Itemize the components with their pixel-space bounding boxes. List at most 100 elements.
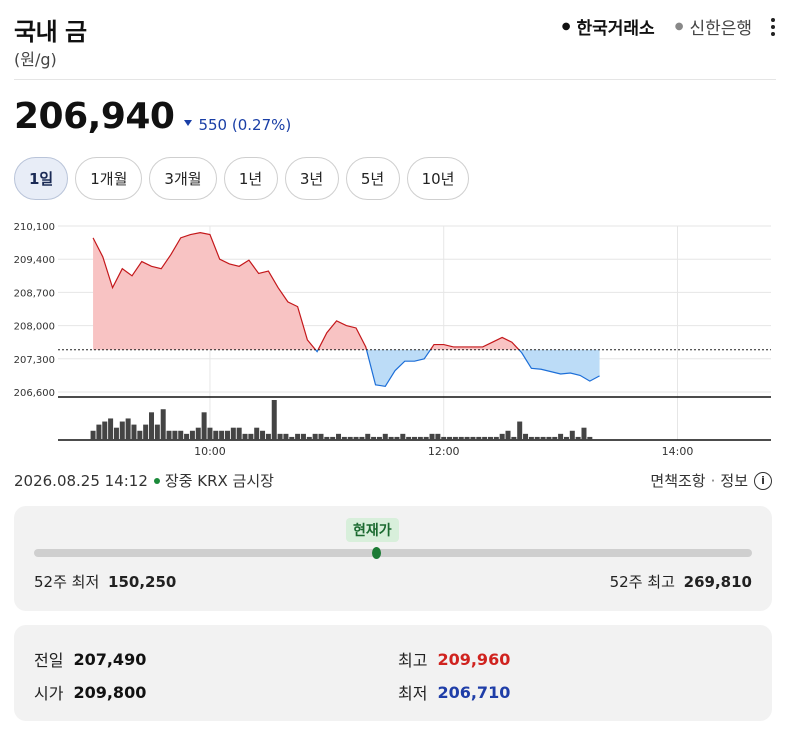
volume-bar: [558, 433, 564, 440]
52-week-low-value: 150,250: [108, 573, 177, 591]
more-vertical-icon[interactable]: [770, 17, 776, 36]
volume-bar: [412, 436, 417, 440]
volume-bar: [546, 436, 552, 440]
price-chart[interactable]: 210,100 209,400 208,700 208,000 207,300 206,6…: [0, 212, 789, 466]
volume-bar: [464, 436, 470, 440]
volume-bar: [458, 436, 464, 440]
volume-bar: [125, 418, 131, 440]
volume-bar: [493, 436, 499, 440]
volume-bar: [575, 436, 581, 440]
period-tab-3m[interactable]: 3개월: [149, 157, 217, 200]
volume-bar: [113, 427, 119, 440]
volume-bar: [441, 436, 447, 440]
volume-bar: [341, 436, 347, 440]
stat-open: 시가 209,800: [34, 680, 146, 704]
volume-bar: [149, 412, 155, 440]
price-area-above: [93, 232, 316, 350]
volume-bar: [108, 418, 114, 440]
volume-bar: [487, 436, 493, 440]
x-tick-label: 12:00: [428, 445, 460, 458]
volume-bar: [277, 433, 283, 440]
volume-bar: [289, 436, 295, 440]
quote-row: 206,940 550 (0.27%): [14, 96, 291, 137]
period-tab-1m[interactable]: 1개월: [75, 157, 143, 200]
y-tick-label: 208,700: [14, 288, 55, 299]
range-track: [34, 547, 752, 559]
volume-bar: [154, 424, 160, 440]
price-line-above: [92, 232, 317, 351]
volume-bar: [242, 433, 248, 440]
period-tab-5y[interactable]: 5년: [345, 157, 400, 200]
stat-label: 시가: [34, 684, 64, 703]
volume-bar: [219, 430, 225, 440]
volume-bar: [406, 436, 412, 440]
volume-bar: [201, 412, 207, 440]
status-dot-icon: [153, 477, 160, 484]
period-tab-1y[interactable]: 1년: [223, 157, 278, 200]
stat-value: 209,800: [73, 682, 147, 702]
volume-bar: [230, 427, 236, 440]
volume-bar: [324, 436, 330, 440]
volume-bar: [318, 433, 324, 440]
volume-bar: [429, 433, 435, 440]
volume-bar: [102, 421, 108, 440]
volume-bar: [119, 421, 125, 440]
volume-bar: [376, 436, 382, 440]
volume-bar: [569, 430, 575, 440]
source-krx-tab[interactable]: ● 한국거래소: [562, 14, 655, 39]
header: 국내 금 (원/g) ● 한국거래소 ● 신한은행: [14, 10, 776, 80]
x-tick-label: 10:00: [194, 445, 226, 458]
x-tick-label: 14:00: [662, 445, 694, 458]
y-tick-label: 210,100: [14, 222, 55, 233]
stat-prev-close: 전일 207,490: [34, 647, 146, 671]
volume-bar: [189, 430, 195, 440]
info-link[interactable]: 정보: [720, 472, 748, 490]
volume-bar: [213, 430, 219, 440]
volume-bar: [365, 433, 371, 440]
volume-bar: [476, 436, 482, 440]
stat-label: 최고: [398, 651, 428, 670]
info-row: 2026.08.25 14:12 장중 KRX 금시장 면책조항 · 정보 i: [14, 470, 772, 492]
volume-bar: [254, 427, 260, 440]
stat-value: 209,960: [437, 649, 511, 669]
volume-bar: [172, 430, 178, 440]
volume-bar: [295, 433, 301, 440]
volume-bar: [388, 436, 394, 440]
info-links: 면책조항 · 정보 i: [650, 470, 772, 491]
52-week-high-value: 269,810: [683, 573, 752, 591]
source-selector: ● 한국거래소 ● 신한은행: [542, 14, 776, 39]
volume-bar: [330, 436, 336, 440]
price-line-below: [518, 349, 600, 382]
volume-bar: [563, 436, 569, 440]
volume-bar: [336, 433, 342, 440]
period-tab-10y[interactable]: 10년: [406, 157, 470, 200]
bullet-icon: ●: [561, 21, 571, 32]
volume-bar: [511, 436, 517, 440]
volume-bar: [417, 436, 423, 440]
price-line-above: [429, 336, 520, 351]
source-shinhan-tab[interactable]: ● 신한은행: [675, 14, 752, 39]
disclaimer-link[interactable]: 면책조항: [650, 472, 706, 490]
volume-bar: [131, 424, 137, 440]
y-tick-label: 208,000: [14, 322, 55, 333]
info-circle-icon[interactable]: i: [754, 471, 772, 490]
volume-bar: [423, 436, 429, 440]
volume-bar: [371, 436, 377, 440]
datetime: 2026.08.25 14:12: [14, 471, 148, 490]
price-line-below: [315, 349, 319, 353]
period-tab-1d[interactable]: 1일: [14, 157, 69, 200]
volume-bar: [400, 433, 406, 440]
volume-bar: [505, 430, 511, 440]
price-change-value: 550 (0.27%): [198, 116, 292, 134]
source-krx-label: 한국거래소: [576, 19, 655, 39]
volume-bar: [394, 436, 400, 440]
volume-bar: [260, 430, 266, 440]
y-tick-label: 207,300: [14, 355, 55, 366]
volume-bar: [195, 427, 201, 440]
volume-bar: [306, 436, 312, 440]
volume-bar: [540, 436, 546, 440]
volume-bar: [224, 430, 230, 440]
volume-bar: [470, 436, 476, 440]
period-tab-3y[interactable]: 3년: [284, 157, 339, 200]
stat-value: 207,490: [73, 649, 147, 669]
